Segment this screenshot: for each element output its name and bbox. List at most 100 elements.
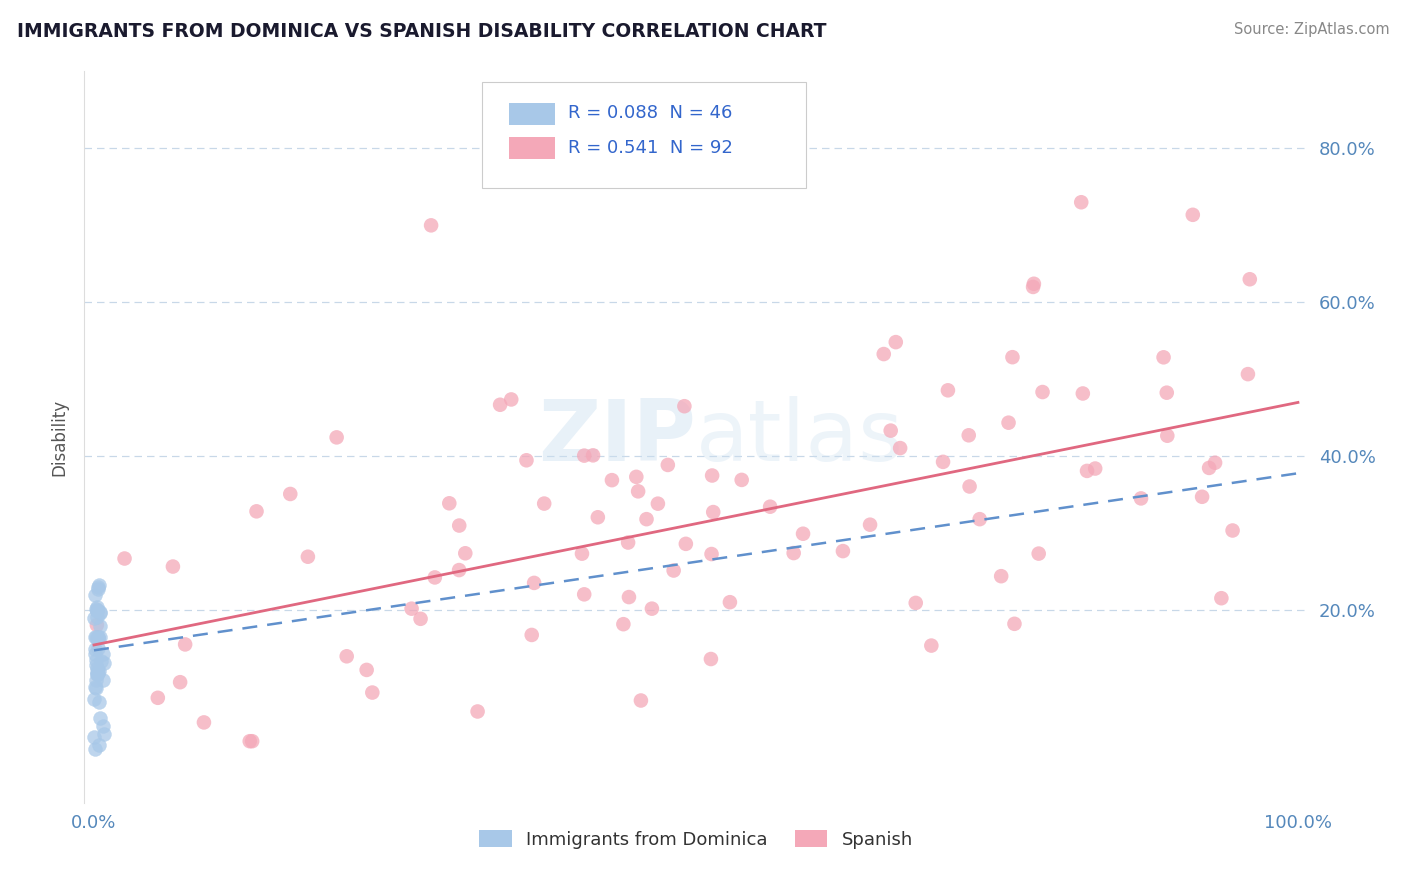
Point	[997, 416, 1019, 430]
Point	[84, 742, 107, 756]
Point	[91, 673, 114, 687]
Point	[920, 639, 942, 653]
Point	[969, 512, 991, 526]
Point	[449, 563, 471, 577]
Point	[627, 484, 650, 499]
Point	[84, 680, 107, 694]
Point	[89, 605, 111, 619]
Bar	[509, 137, 555, 159]
Point	[278, 487, 301, 501]
Bar	[509, 103, 555, 125]
Point	[325, 430, 347, 444]
Point	[87, 580, 110, 594]
Point	[626, 470, 648, 484]
Point	[84, 673, 107, 687]
Point	[936, 384, 959, 398]
Text: atlas: atlas	[696, 395, 904, 479]
Point	[93, 657, 115, 671]
Point	[86, 665, 108, 680]
Point	[423, 570, 446, 584]
Point	[86, 641, 108, 656]
Point	[1028, 547, 1050, 561]
Point	[1191, 490, 1213, 504]
Point	[93, 726, 115, 740]
Point	[89, 664, 111, 678]
Point	[1004, 616, 1026, 631]
Point	[1022, 280, 1045, 294]
Point	[1237, 367, 1260, 381]
Point	[245, 504, 267, 518]
Point	[193, 715, 215, 730]
Point	[662, 564, 685, 578]
Point	[84, 641, 107, 656]
Point	[439, 496, 461, 510]
Text: IMMIGRANTS FROM DOMINICA VS SPANISH DISABILITY CORRELATION CHART: IMMIGRANTS FROM DOMINICA VS SPANISH DISA…	[17, 22, 827, 41]
Point	[1198, 461, 1220, 475]
Point	[675, 537, 697, 551]
Point	[574, 587, 596, 601]
Point	[87, 631, 110, 645]
Point	[89, 711, 111, 725]
Point	[1156, 385, 1178, 400]
Point	[87, 578, 110, 592]
Point	[146, 690, 169, 705]
Point	[240, 734, 263, 748]
Point	[409, 612, 432, 626]
Point	[84, 601, 107, 615]
Point	[87, 666, 110, 681]
Point	[83, 647, 105, 661]
Point	[990, 569, 1012, 583]
Point	[86, 667, 108, 681]
Point	[523, 575, 546, 590]
Point	[647, 497, 669, 511]
Point	[297, 549, 319, 564]
Point	[1211, 591, 1233, 606]
Point	[718, 595, 741, 609]
Point	[87, 582, 110, 597]
Text: R = 0.088  N = 46: R = 0.088 N = 46	[568, 104, 733, 122]
Point	[356, 663, 378, 677]
Text: R = 0.541  N = 92: R = 0.541 N = 92	[568, 139, 733, 157]
Point	[1222, 524, 1244, 538]
Point	[87, 738, 110, 752]
Point	[1204, 456, 1226, 470]
Point	[84, 653, 107, 667]
Point	[83, 692, 105, 706]
Point	[792, 526, 814, 541]
Point	[520, 628, 543, 642]
Point	[467, 705, 489, 719]
Point	[1022, 277, 1045, 291]
Point	[89, 606, 111, 620]
Point	[1156, 428, 1178, 442]
Point	[1084, 461, 1107, 475]
Point	[759, 500, 782, 514]
Point	[87, 630, 110, 644]
Point	[617, 590, 640, 604]
Point	[959, 479, 981, 493]
Text: ZIP: ZIP	[538, 395, 696, 479]
Y-axis label: Disability: Disability	[51, 399, 69, 475]
Point	[700, 547, 723, 561]
Point	[533, 497, 555, 511]
Point	[84, 630, 107, 644]
Point	[489, 398, 512, 412]
Point	[612, 617, 634, 632]
Point	[673, 399, 696, 413]
Point	[571, 547, 593, 561]
Point	[84, 658, 107, 673]
Point	[582, 448, 605, 462]
Point	[617, 535, 640, 549]
Point	[636, 512, 658, 526]
Point	[630, 693, 652, 707]
Point	[87, 631, 110, 645]
Point	[1001, 350, 1024, 364]
Point	[1070, 195, 1092, 210]
Point	[336, 649, 359, 664]
Point	[1181, 208, 1204, 222]
Text: Source: ZipAtlas.com: Source: ZipAtlas.com	[1233, 22, 1389, 37]
Point	[89, 630, 111, 644]
Point	[114, 551, 136, 566]
Point	[454, 546, 477, 560]
Point	[600, 473, 623, 487]
Point	[90, 654, 112, 668]
